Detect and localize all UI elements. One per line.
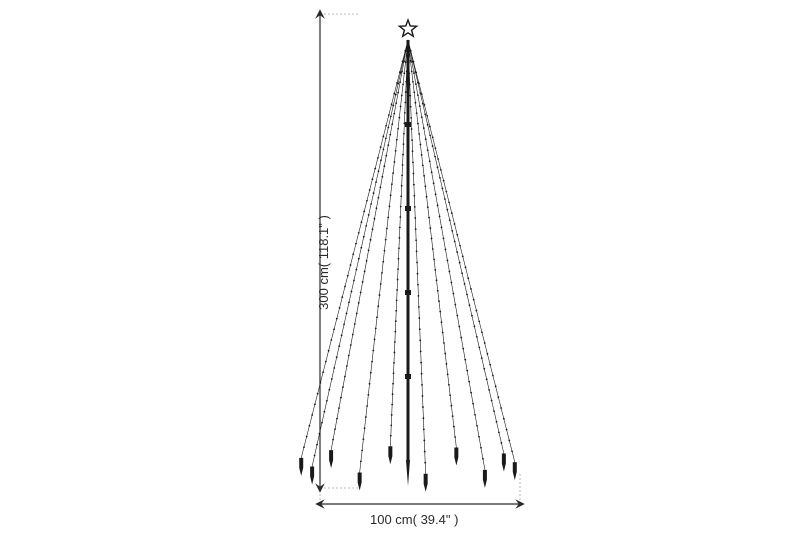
height-dimension-label: 300 cm( 118.1" ): [316, 215, 331, 310]
tree-diagram-svg: [0, 0, 800, 533]
width-dimension-label: 100 cm( 39.4" ): [370, 512, 458, 527]
diagram-container: 300 cm( 118.1" ) 100 cm( 39.4" ): [0, 0, 800, 533]
